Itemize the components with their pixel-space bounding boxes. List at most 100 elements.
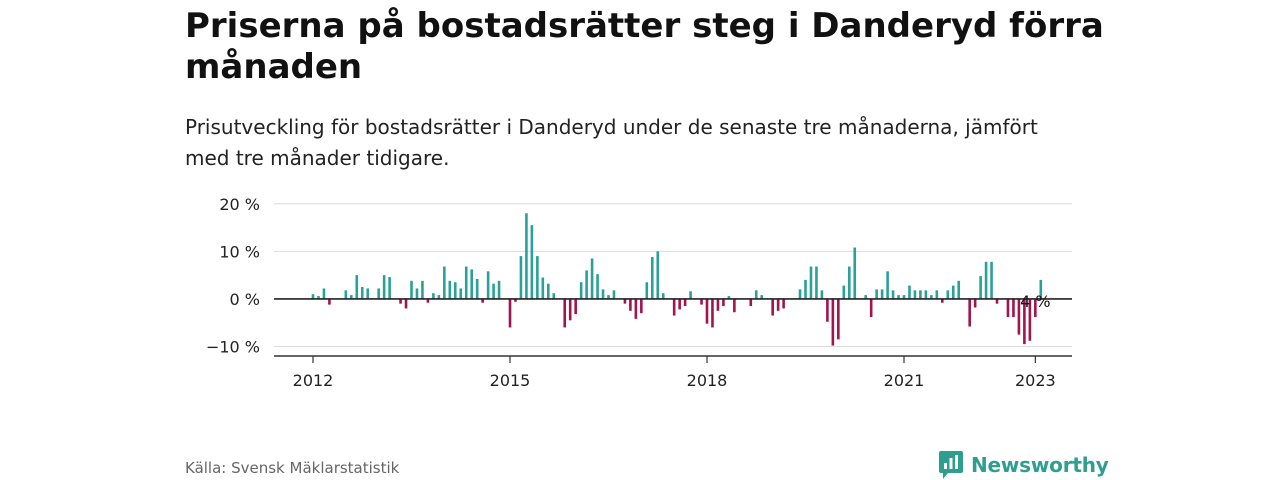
bar (645, 282, 649, 299)
bar (322, 288, 326, 299)
bar (481, 298, 484, 303)
bar (1034, 298, 1037, 317)
bar (886, 271, 889, 299)
bar (601, 289, 605, 299)
bar (404, 298, 408, 309)
bar (842, 285, 846, 299)
bar (1006, 298, 1010, 317)
y-tick-label: 10 % (219, 242, 260, 261)
bar (749, 298, 753, 307)
chart-subtitle: Prisutveckling för bostadsrätter i Dande… (185, 115, 1038, 170)
bar (486, 271, 490, 299)
bar (798, 289, 802, 299)
bar (366, 288, 370, 299)
bar (1017, 298, 1021, 335)
bar (831, 298, 835, 346)
bar (716, 298, 720, 311)
data-label: 4 % (1020, 292, 1050, 311)
bar (525, 213, 528, 299)
bar (946, 290, 950, 299)
bar (388, 277, 391, 299)
bar (443, 266, 446, 299)
bar (475, 278, 479, 299)
bar (656, 251, 660, 299)
bar (612, 290, 616, 299)
bar (355, 275, 359, 299)
bar (705, 298, 709, 324)
bar (700, 298, 703, 305)
bar (782, 298, 785, 309)
bar (328, 298, 331, 305)
bar (1039, 279, 1043, 299)
bar (930, 295, 933, 299)
bar (437, 295, 441, 299)
bar (913, 290, 917, 299)
bar (426, 298, 430, 303)
bar (415, 288, 419, 299)
bar (497, 280, 501, 299)
bar (382, 275, 386, 299)
bar (984, 261, 988, 299)
bar (552, 293, 556, 299)
bar (459, 288, 463, 299)
bar (1028, 298, 1032, 341)
x-tick-label: 2021 (884, 371, 925, 390)
bar (410, 280, 413, 299)
bar (514, 298, 517, 302)
bar (869, 298, 873, 317)
bar (350, 295, 353, 299)
axes (274, 298, 1072, 363)
bar (979, 276, 982, 299)
bar (453, 282, 457, 299)
bar (875, 289, 878, 299)
bar (607, 295, 610, 299)
bar (847, 266, 851, 299)
bar (897, 295, 900, 299)
bar-chart: −10 % 0 % 10 % 20 % 2012 2015 2018 2021 2023 4 % (206, 195, 1072, 390)
bar (629, 298, 632, 311)
bar (661, 293, 665, 299)
bar (492, 283, 495, 299)
bar (853, 247, 857, 299)
bar (771, 298, 774, 316)
bar (776, 298, 780, 311)
bar (935, 290, 939, 299)
bar (432, 293, 435, 299)
bar (360, 287, 364, 299)
bar (711, 298, 714, 328)
bar (941, 298, 944, 303)
bar (530, 225, 534, 299)
bar (448, 280, 452, 299)
bar (650, 257, 654, 299)
x-tick-label: 2023 (1015, 371, 1056, 390)
bar (547, 283, 550, 299)
bar (760, 295, 764, 299)
bar (311, 294, 315, 299)
bar (623, 298, 627, 304)
bar (470, 269, 473, 299)
bar (722, 298, 725, 307)
bar (377, 288, 380, 299)
chart-title: Priserna på bostadsrätter steg i Dandery… (185, 6, 1104, 87)
brand-logo: Newsworthy (938, 450, 1109, 480)
bar (973, 298, 977, 308)
brand-name: Newsworthy (971, 453, 1109, 477)
bar (733, 298, 736, 313)
bar (754, 290, 758, 299)
bar (634, 298, 638, 319)
bar (344, 290, 348, 299)
bar (579, 282, 583, 299)
bar (804, 279, 807, 299)
bar (536, 256, 539, 299)
bar (678, 298, 681, 310)
bar (590, 258, 594, 299)
bar (815, 266, 818, 299)
bar (727, 296, 731, 299)
bar (908, 285, 911, 299)
tick-labels: −10 % 0 % 10 % 20 % 2012 2015 2018 2021 2023 4 % (206, 195, 1056, 390)
grid-lines (274, 203, 1072, 347)
x-tick-label: 2012 (293, 371, 334, 390)
bar (995, 298, 999, 304)
x-tick-label: 2015 (490, 371, 531, 390)
bar-chart-icon (939, 451, 963, 479)
